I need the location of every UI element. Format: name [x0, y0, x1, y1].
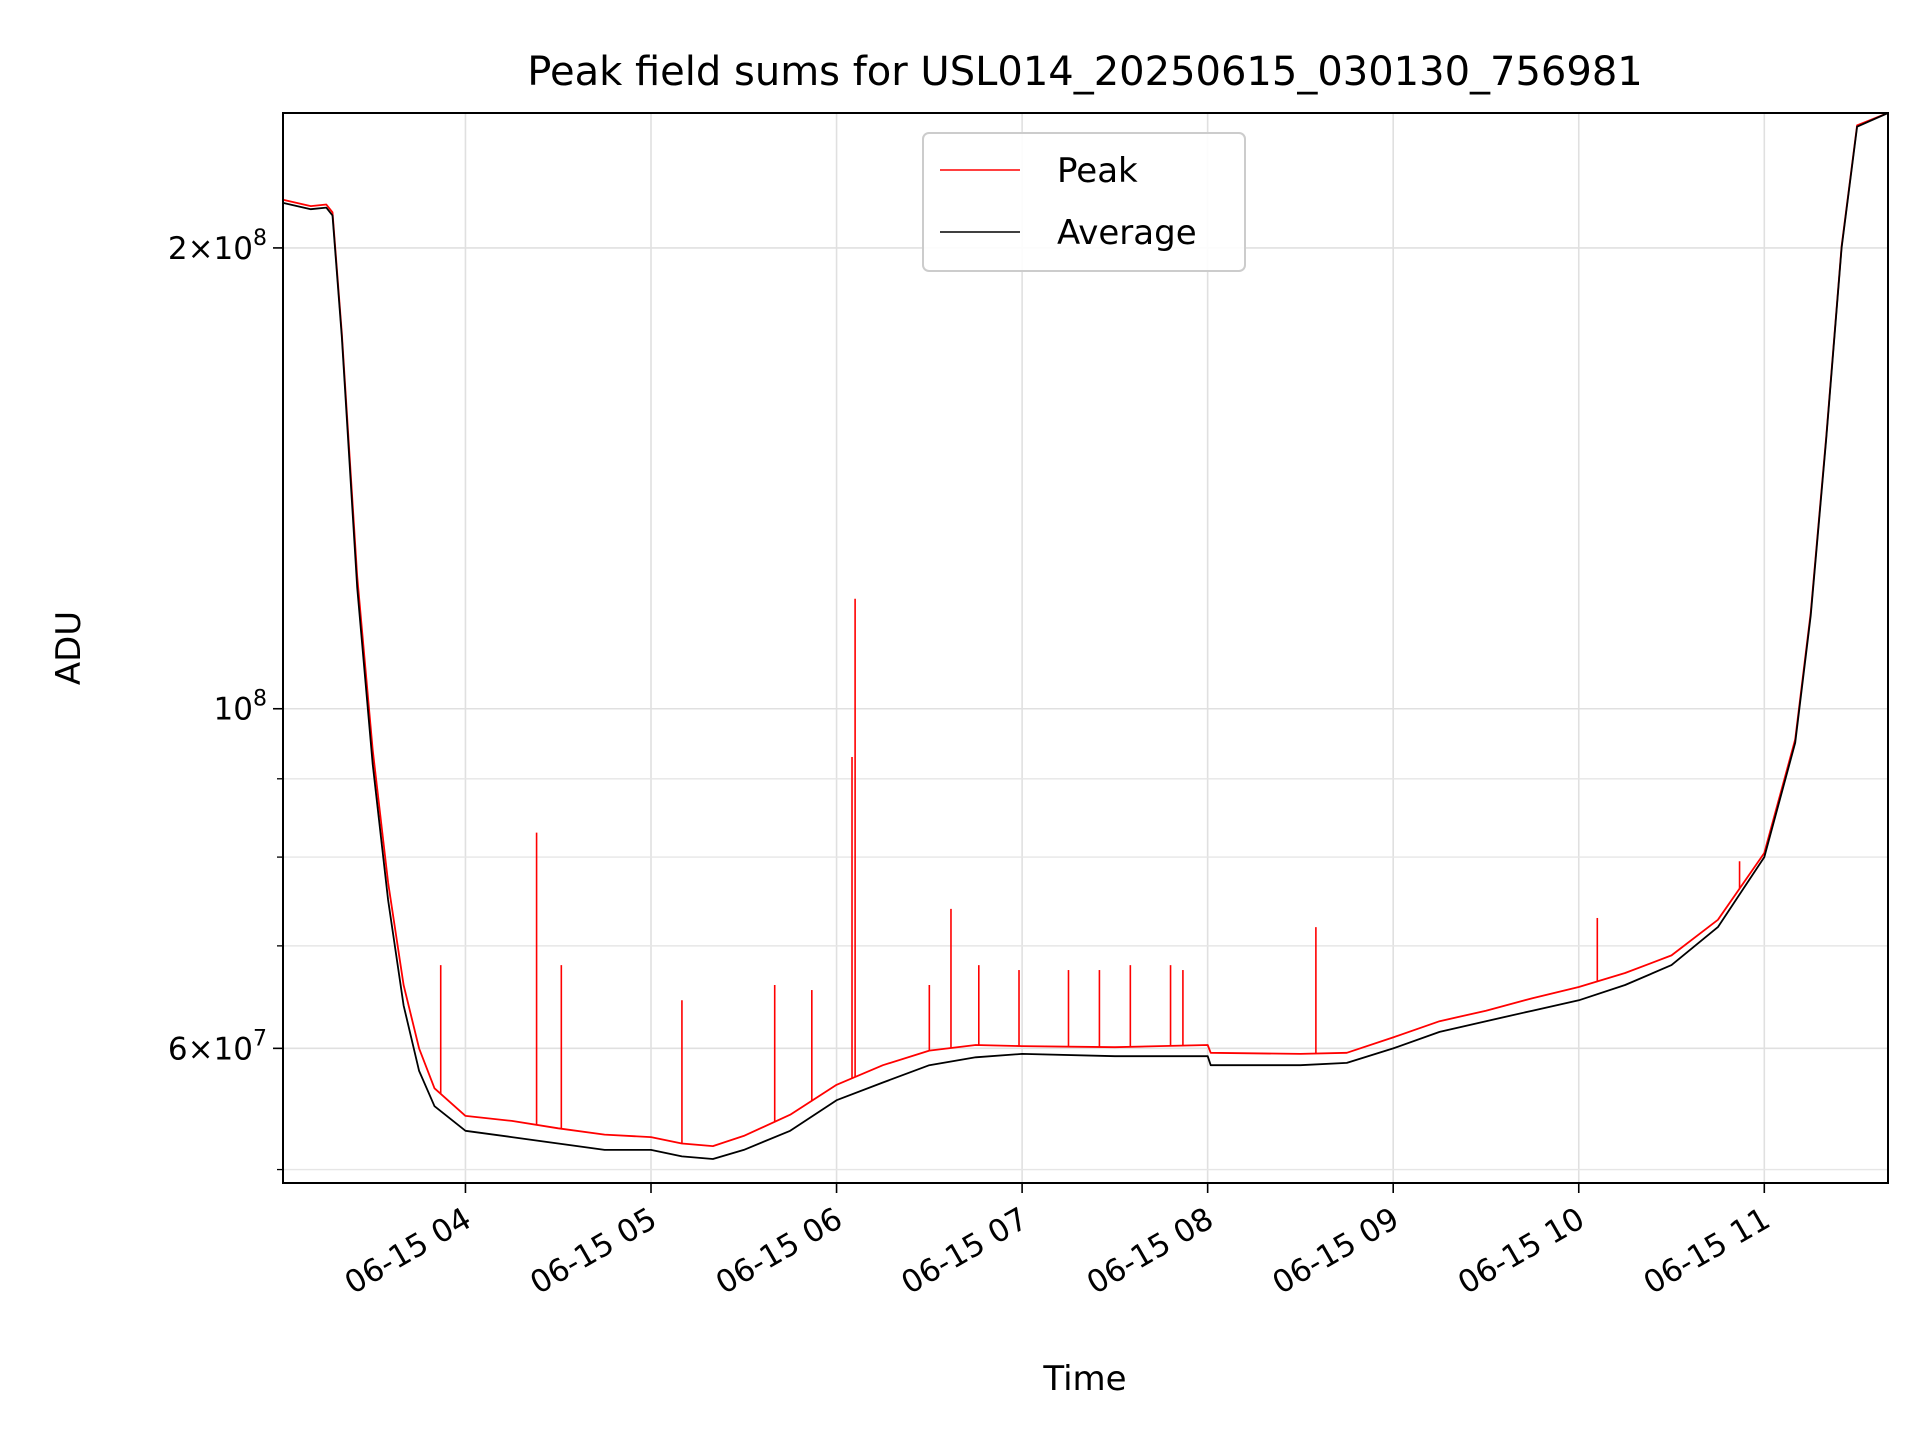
legend-box: [922, 132, 1246, 272]
x-axis-label: Time: [1042, 1359, 1126, 1399]
y-tick-label: 6×107: [168, 1026, 267, 1067]
chart-title: Peak field sums for USL014_20250615_0301…: [527, 49, 1642, 95]
spike-layer: [439, 598, 1741, 1144]
legend-average-label: Average: [1057, 213, 1197, 253]
plot-frame: [282, 112, 1889, 1184]
y-tick-label: 108: [214, 687, 267, 728]
y-tick-label: 2×108: [168, 226, 267, 267]
legend: Peak Average: [922, 132, 1246, 272]
legend-peak-label: Peak: [1057, 151, 1138, 191]
y-axis: 6×107 108 2×108: [168, 226, 283, 1171]
series-line-peak: [282, 112, 1889, 1147]
series-line-average: [282, 112, 1889, 1160]
plot-area: [283, 113, 1888, 1183]
series-layer: [282, 112, 1889, 1160]
y-axis-label: ADU: [49, 611, 89, 685]
